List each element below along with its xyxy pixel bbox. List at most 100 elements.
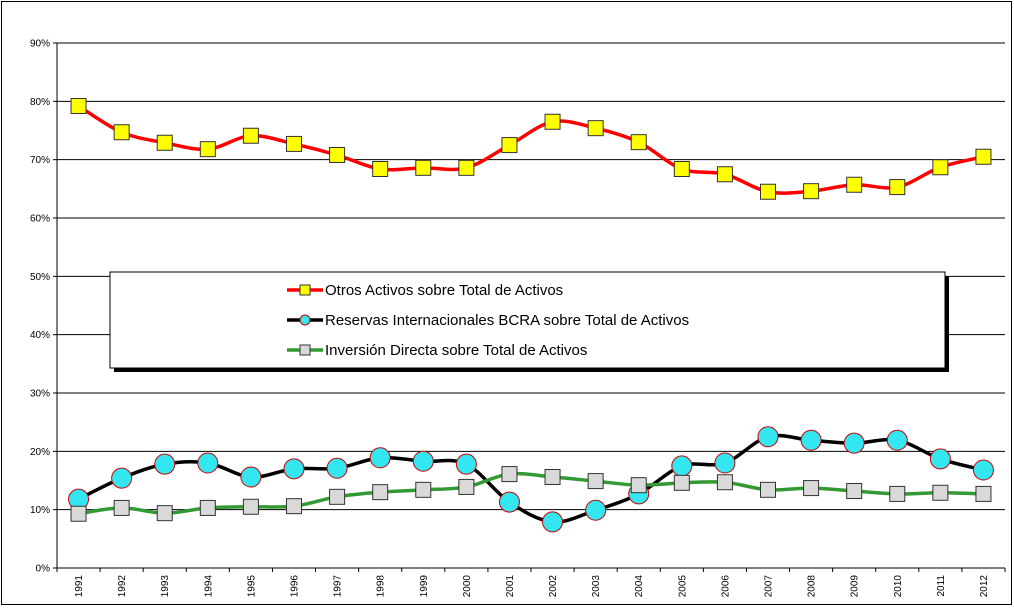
point [544,469,561,485]
y-tick-label: 60% [30,214,50,225]
point [299,284,311,296]
point [587,120,604,137]
point [286,498,302,515]
x-tick-label: 2001 [505,575,516,598]
point [542,511,564,533]
x-tick-label: 1997 [333,575,344,598]
point [242,498,259,515]
point [587,473,604,490]
point [803,480,820,497]
point [886,429,908,451]
point [716,166,733,183]
point [929,448,951,470]
point [113,124,130,141]
point [156,505,173,522]
point [455,453,477,475]
point [415,481,432,498]
x-tick-label: 2002 [548,575,559,598]
point [585,499,607,521]
point [415,159,432,176]
x-tick-label: 1994 [203,575,214,598]
x-tick-label: 2000 [462,575,473,598]
series-line [77,104,984,195]
point [197,452,219,474]
point [70,98,87,114]
x-tick-label: 2005 [677,575,688,598]
point [283,458,305,480]
y-tick-label: 90% [30,39,50,50]
point [199,499,216,516]
point [299,314,311,326]
point [458,159,475,176]
y-tick-label: 0% [36,564,51,575]
point [329,488,346,505]
y-tick-label: 70% [30,155,50,166]
point [803,183,820,200]
point [329,147,346,163]
point [846,176,863,193]
point [760,481,776,498]
point [714,452,736,474]
legend-label: Otros Activos sobre Total de Activos [325,282,563,299]
point [113,499,130,516]
x-tick-label: 1995 [246,575,257,598]
legend: Otros Activos sobre Total de Activos Rese… [109,271,949,372]
x-tick-label: 2004 [634,575,645,598]
y-tick-label: 30% [30,389,50,400]
point [972,459,994,481]
point [716,474,733,491]
point [501,137,518,154]
y-tick-label: 50% [30,272,50,283]
point [630,477,647,494]
point [240,466,262,488]
point [932,484,949,501]
x-tick-label: 1993 [160,575,171,598]
point [286,135,302,152]
point [544,113,561,130]
point [975,485,992,502]
point [889,179,906,196]
y-tick-label: 40% [30,330,50,341]
x-tick-label: 2012 [979,575,990,598]
legend-label: Reservas Internacionales BCRA sobre Tota… [325,312,689,329]
y-tick-label: 20% [30,447,50,458]
x-tick-label: 1996 [290,575,301,598]
x-tick-label: 2011 [936,575,947,597]
point [843,432,865,454]
y-tick-label: 10% [30,505,50,516]
point [498,491,520,513]
point [154,453,176,475]
x-tick-label: 2007 [764,575,775,598]
point [975,148,992,165]
point [111,467,133,489]
point [501,466,518,483]
point [412,450,434,472]
point [199,141,216,158]
point [630,134,647,151]
point [932,159,949,176]
legend-label: Inversión Directa sobre Total de Activos [325,342,587,359]
point [372,484,389,501]
point [757,426,779,448]
x-tick-label: 2003 [591,575,602,598]
point [369,447,391,469]
point [673,161,690,177]
x-tick-label: 2010 [893,575,904,598]
point [156,134,173,151]
x-tick-label: 1999 [419,575,430,598]
point [760,183,776,200]
point [800,429,822,451]
point [458,478,475,495]
point [671,455,693,477]
point [70,505,87,522]
x-tick-label: 1991 [74,575,85,598]
point [299,344,311,356]
x-tick-label: 2006 [720,575,731,598]
point [673,474,690,491]
point [889,485,906,502]
x-tick-label: 1998 [376,575,387,598]
point [846,483,863,499]
point [372,161,389,177]
point [326,457,348,479]
